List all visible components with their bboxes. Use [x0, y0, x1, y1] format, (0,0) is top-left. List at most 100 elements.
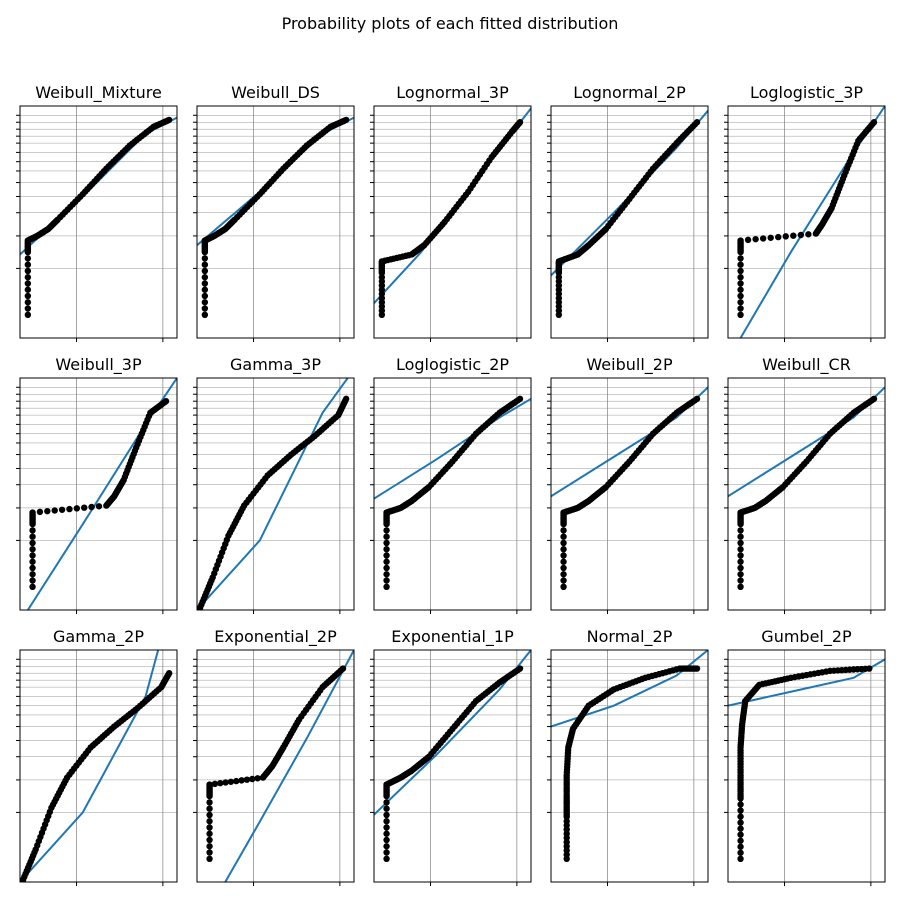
data-point: [24, 286, 32, 293]
data-points: [378, 119, 524, 318]
data-point: [767, 234, 774, 241]
grid-lines: [551, 650, 708, 882]
grid-lines: [374, 106, 531, 338]
data-point: [227, 778, 235, 785]
grid-lines: [20, 650, 177, 882]
data-point: [81, 504, 88, 511]
data-points: [20, 670, 173, 882]
data-point: [201, 286, 209, 293]
subplot-title: Exponential_1P: [391, 627, 514, 647]
data-point: [206, 830, 213, 837]
data-point: [383, 818, 390, 825]
grid-lines: [728, 650, 885, 882]
data-point: [383, 583, 390, 590]
data-point: [165, 670, 173, 677]
axes-frame: [19, 649, 178, 883]
fit-line-group: [224, 650, 354, 882]
fit-line-group: [197, 378, 349, 610]
data-point: [782, 233, 789, 240]
fit-line-group: [551, 386, 708, 498]
axes-frame: [727, 377, 886, 611]
axis-ticks: [16, 658, 164, 886]
data-point: [29, 583, 36, 590]
fit-line-group: [374, 398, 531, 500]
data-point: [201, 305, 209, 312]
data-point: [206, 836, 213, 844]
data-point: [752, 235, 759, 243]
fit-line-group: [20, 650, 160, 882]
data-point: [737, 825, 744, 832]
subplot-title: Weibull_Mixture: [35, 83, 162, 103]
data-point: [516, 395, 524, 403]
data-point: [693, 395, 701, 403]
data-point: [737, 305, 744, 312]
fit-line: [374, 398, 531, 500]
data-point: [737, 527, 744, 534]
subplot-gamma-3p: Gamma_3P: [193, 355, 355, 614]
fit-line-group: [728, 386, 885, 498]
fit-line: [728, 386, 885, 498]
data-point: [383, 546, 390, 553]
subplot-title: Weibull_DS: [231, 83, 320, 103]
axes-frame: [196, 649, 355, 883]
data-point: [206, 799, 213, 806]
data-point: [233, 777, 240, 785]
data-point: [29, 577, 36, 584]
data-point: [383, 824, 390, 831]
data-point: [238, 777, 245, 784]
data-point: [29, 552, 36, 559]
fit-line: [197, 378, 349, 610]
fit-line: [551, 386, 708, 498]
subplot-title: Lognormal_2P: [573, 83, 686, 103]
axes-frame: [19, 377, 178, 611]
axis-ticks: [370, 386, 518, 614]
data-point: [775, 233, 782, 241]
data-point: [24, 311, 32, 318]
data-point: [206, 843, 213, 850]
data-point: [44, 507, 51, 515]
data-point: [560, 577, 567, 584]
data-point: [737, 807, 744, 814]
axis-ticks: [547, 386, 695, 614]
data-point: [383, 571, 390, 578]
data-point: [51, 507, 58, 514]
data-point: [744, 236, 752, 244]
data-point: [805, 231, 812, 238]
data-point: [201, 292, 209, 300]
data-point: [383, 849, 390, 856]
subplot-lognormal-3p: Lognormal_3P: [370, 83, 532, 342]
data-point: [165, 116, 173, 124]
data-point: [24, 255, 32, 262]
data-point: [162, 398, 170, 405]
data-point: [29, 546, 36, 553]
data-points: [201, 116, 350, 318]
data-point: [737, 267, 744, 275]
data-point: [560, 583, 567, 590]
data-point: [737, 831, 744, 838]
axis-ticks: [547, 114, 695, 342]
subplot-loglogistic-2p: Loglogistic_2P: [370, 355, 532, 614]
grid-lines: [197, 650, 354, 882]
figure-title: Probability plots of each fitted distrib…: [281, 14, 619, 33]
data-point: [516, 119, 524, 126]
data-point: [201, 261, 209, 268]
data-point: [383, 805, 390, 812]
data-point: [737, 292, 744, 300]
subplot-title: Gamma_3P: [230, 355, 321, 375]
data-point: [24, 292, 32, 300]
data-point: [737, 813, 744, 820]
data-points: [29, 398, 170, 590]
grid-lines: [728, 106, 885, 338]
data-point: [737, 801, 744, 808]
axis-ticks: [193, 658, 341, 886]
data-point: [383, 799, 390, 806]
data-point: [870, 119, 878, 126]
data-point: [206, 818, 213, 825]
data-point: [206, 824, 213, 831]
fit-line: [224, 650, 354, 882]
grid-lines: [551, 106, 708, 338]
data-point: [383, 577, 390, 584]
data-point: [737, 837, 744, 844]
data-point: [206, 849, 213, 856]
